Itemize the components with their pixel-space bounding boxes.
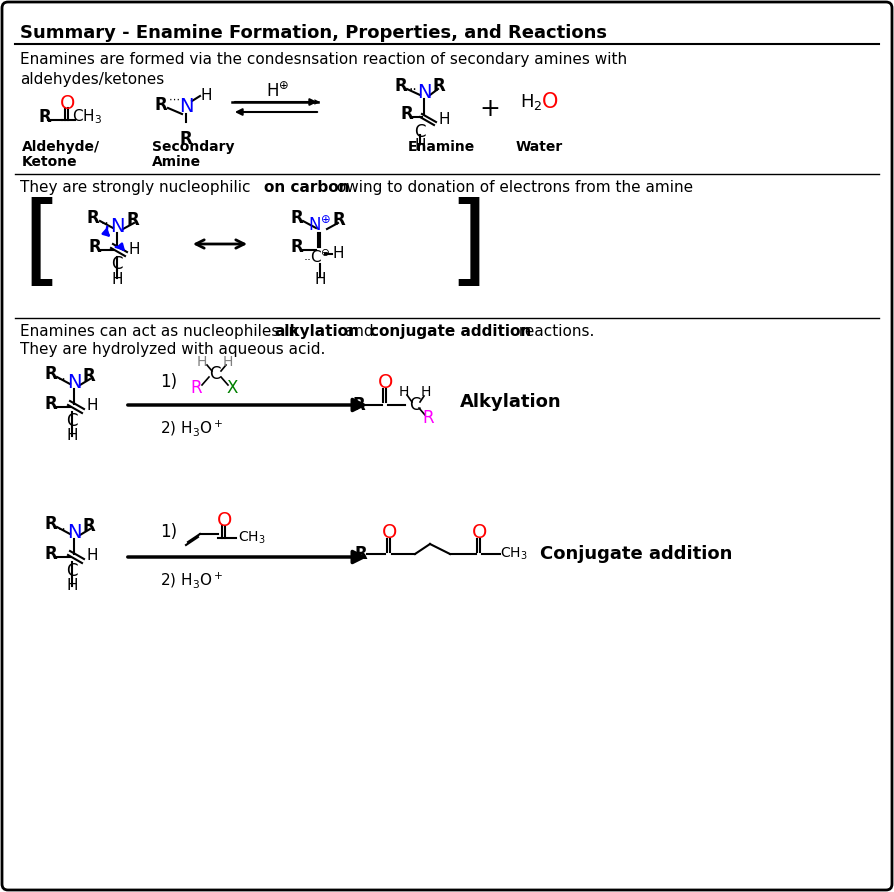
Text: O: O: [383, 523, 398, 541]
Text: R: R: [432, 77, 444, 95]
Text: 2) H$_3$O$^+$: 2) H$_3$O$^+$: [160, 418, 224, 438]
Text: ]: ]: [448, 197, 487, 294]
Text: alkylation: alkylation: [274, 324, 358, 339]
Text: C: C: [111, 255, 122, 273]
Text: R: R: [400, 105, 413, 123]
Text: Amine: Amine: [152, 155, 201, 169]
Text: Aldehyde/: Aldehyde/: [22, 140, 100, 154]
Text: O: O: [378, 373, 393, 392]
Text: C: C: [66, 412, 78, 430]
Text: R: R: [395, 77, 408, 95]
Text: R: R: [45, 365, 58, 383]
Text: R: R: [45, 515, 58, 533]
Text: H: H: [129, 243, 140, 258]
Text: Water: Water: [516, 140, 563, 154]
Text: Secondary: Secondary: [152, 140, 234, 154]
Text: ..: ..: [57, 369, 66, 383]
Text: N$^{\oplus}$: N$^{\oplus}$: [308, 217, 332, 235]
Text: H: H: [86, 549, 97, 564]
Text: R: R: [45, 545, 58, 563]
Text: H: H: [66, 577, 78, 592]
Text: ⋯: ⋯: [168, 95, 180, 105]
Text: R: R: [155, 96, 168, 114]
Text: C: C: [409, 396, 421, 414]
Text: ..: ..: [57, 519, 66, 533]
Text: reactions.: reactions.: [514, 324, 595, 339]
Text: R: R: [332, 211, 345, 229]
Text: H: H: [438, 112, 450, 127]
Text: R: R: [87, 209, 100, 227]
Text: R: R: [352, 396, 365, 414]
Text: ..: ..: [409, 79, 417, 93]
Text: R: R: [127, 211, 139, 229]
Text: Summary - Enamine Formation, Properties, and Reactions: Summary - Enamine Formation, Properties,…: [20, 24, 607, 42]
Text: and: and: [340, 324, 378, 339]
Text: on carbon: on carbon: [264, 180, 350, 195]
Text: C: C: [209, 365, 221, 383]
Text: 1): 1): [160, 373, 177, 391]
Text: N: N: [110, 217, 124, 235]
Text: N: N: [67, 523, 81, 541]
Text: $\rm{CH_3}$: $\rm{CH_3}$: [238, 530, 266, 546]
Text: conjugate addition: conjugate addition: [370, 324, 531, 339]
Text: Enamines are formed via the condesnsation reaction of secondary amines with: Enamines are formed via the condesnsatio…: [20, 52, 627, 67]
Text: C$^{\ominus}$: C$^{\ominus}$: [309, 248, 331, 266]
Text: H$^{\oplus}$: H$^{\oplus}$: [266, 82, 290, 102]
Text: R: R: [88, 238, 101, 256]
Text: R: R: [38, 108, 51, 126]
Text: 2) H$_3$O$^+$: 2) H$_3$O$^+$: [160, 570, 224, 590]
Text: They are hydrolyzed with aqueous acid.: They are hydrolyzed with aqueous acid.: [20, 342, 325, 357]
Text: $\rm{CH_3}$: $\rm{CH_3}$: [500, 546, 527, 562]
Text: H: H: [86, 399, 97, 414]
Text: Alkylation: Alkylation: [460, 393, 561, 411]
Text: H: H: [332, 246, 343, 261]
Text: X: X: [226, 379, 238, 397]
Text: Enamines can act as nucleophiles in: Enamines can act as nucleophiles in: [20, 324, 303, 339]
Text: O: O: [60, 94, 76, 113]
Text: N: N: [179, 97, 193, 117]
Text: O: O: [217, 510, 232, 530]
Text: aldehydes/ketones: aldehydes/ketones: [20, 72, 164, 87]
Text: O: O: [472, 523, 488, 541]
Text: H: H: [223, 355, 233, 369]
Text: They are strongly nucleophilic: They are strongly nucleophilic: [20, 180, 256, 195]
Text: H: H: [111, 271, 122, 286]
Text: H: H: [399, 385, 409, 399]
Text: R: R: [422, 409, 434, 427]
Text: H: H: [414, 138, 426, 153]
Text: R: R: [290, 209, 303, 227]
Text: R: R: [190, 379, 202, 397]
Text: ..: ..: [304, 250, 312, 262]
Text: +: +: [479, 97, 501, 121]
Text: R: R: [83, 517, 96, 535]
Text: owing to donation of electrons from the amine: owing to donation of electrons from the …: [332, 180, 693, 195]
Text: 1): 1): [160, 523, 177, 541]
Text: R: R: [355, 545, 367, 563]
Text: R: R: [45, 395, 58, 413]
Text: C: C: [66, 562, 78, 580]
Text: Enamine: Enamine: [408, 140, 476, 154]
Text: H: H: [421, 385, 431, 399]
Text: $\rm{CH_3}$: $\rm{CH_3}$: [72, 108, 102, 127]
Text: R: R: [83, 367, 96, 385]
Text: R: R: [290, 238, 303, 256]
Text: C: C: [414, 123, 426, 141]
Text: H$_2$: H$_2$: [520, 92, 543, 112]
Text: Ketone: Ketone: [22, 155, 78, 169]
Text: N: N: [67, 373, 81, 392]
Text: Conjugate addition: Conjugate addition: [540, 545, 732, 563]
Text: O: O: [542, 92, 559, 112]
Text: ..: ..: [101, 213, 109, 227]
Text: H: H: [315, 271, 325, 286]
Text: H: H: [66, 427, 78, 442]
Text: [: [: [22, 197, 61, 294]
Text: H: H: [197, 355, 207, 369]
Text: R: R: [180, 130, 192, 148]
Text: N: N: [417, 82, 431, 102]
Text: H: H: [200, 88, 212, 103]
